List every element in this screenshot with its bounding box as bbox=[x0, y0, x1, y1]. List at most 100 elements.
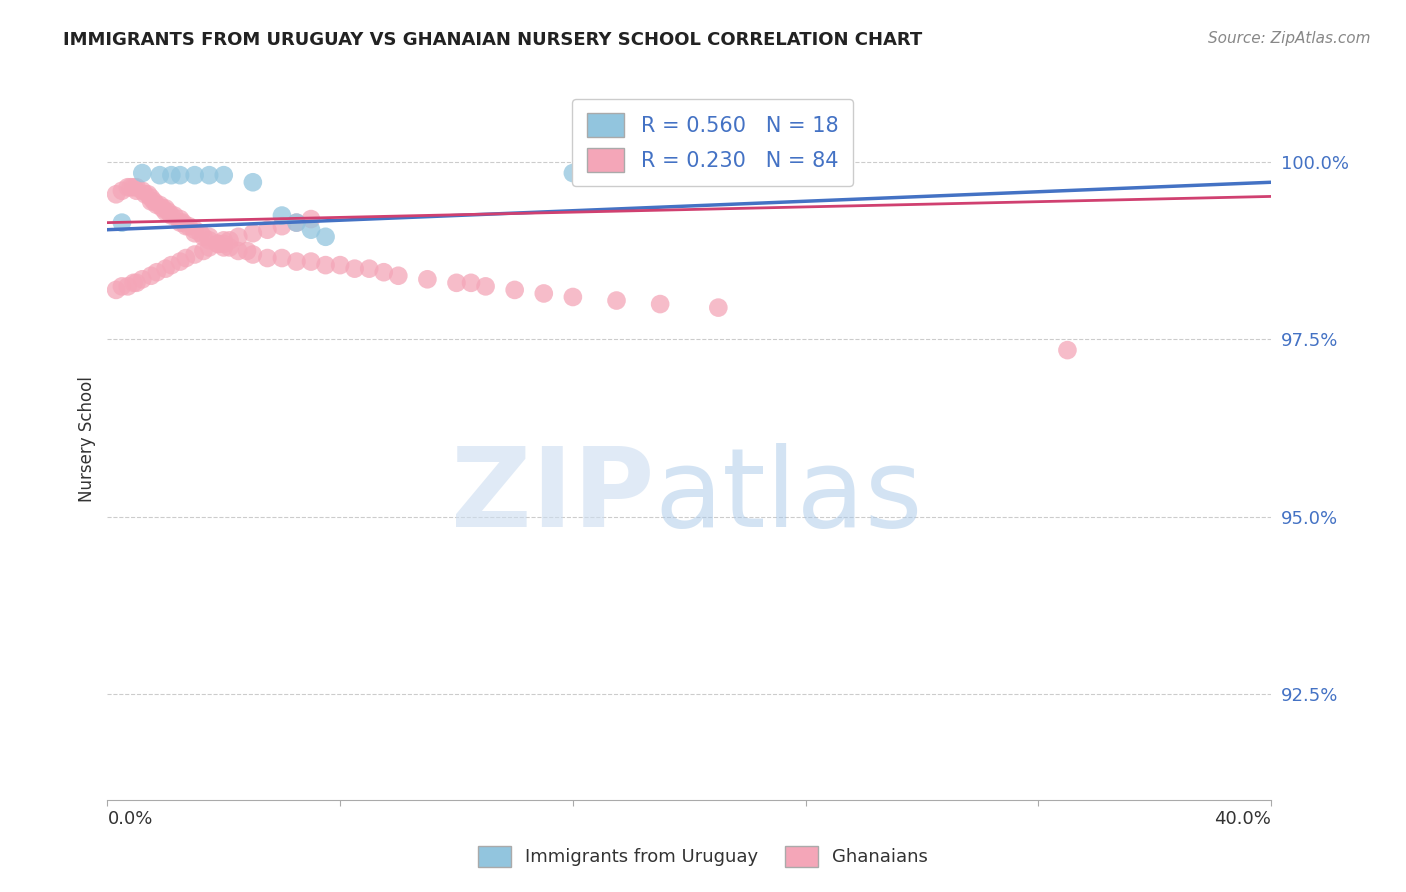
Point bbox=[218, 233, 240, 247]
Point bbox=[146, 198, 169, 212]
Point bbox=[218, 240, 240, 254]
Point bbox=[149, 168, 172, 182]
Point bbox=[650, 166, 672, 180]
Point bbox=[226, 244, 249, 258]
Text: ZIP: ZIP bbox=[451, 443, 654, 550]
Point bbox=[242, 247, 264, 261]
Point bbox=[134, 187, 156, 202]
Point bbox=[212, 233, 235, 247]
Point bbox=[193, 244, 215, 258]
Point bbox=[169, 168, 191, 182]
Y-axis label: Nursery School: Nursery School bbox=[79, 376, 96, 501]
Point bbox=[299, 254, 322, 268]
Point bbox=[122, 180, 145, 194]
Point bbox=[183, 226, 205, 240]
Legend: R = 0.560   N = 18, R = 0.230   N = 84: R = 0.560 N = 18, R = 0.230 N = 84 bbox=[572, 99, 853, 186]
Point bbox=[136, 187, 159, 202]
Point bbox=[122, 276, 145, 290]
Point bbox=[152, 202, 174, 216]
Point bbox=[226, 229, 249, 244]
Point bbox=[139, 268, 162, 283]
Point bbox=[160, 209, 183, 223]
Point bbox=[139, 194, 162, 209]
Point bbox=[149, 198, 172, 212]
Point bbox=[503, 283, 526, 297]
Point bbox=[460, 276, 482, 290]
Point bbox=[236, 244, 259, 258]
Text: 0.0%: 0.0% bbox=[107, 811, 153, 829]
Point bbox=[271, 251, 294, 265]
Point bbox=[174, 251, 197, 265]
Point bbox=[271, 209, 294, 223]
Point bbox=[198, 240, 221, 254]
Point bbox=[315, 229, 337, 244]
Point bbox=[359, 261, 381, 276]
Point bbox=[183, 168, 205, 182]
Point bbox=[271, 219, 294, 234]
Point bbox=[146, 265, 169, 279]
Point bbox=[120, 180, 142, 194]
Point bbox=[315, 258, 337, 272]
Point bbox=[169, 254, 191, 268]
Point bbox=[256, 223, 278, 237]
Point bbox=[172, 216, 194, 230]
Point bbox=[533, 286, 555, 301]
Point bbox=[299, 212, 322, 227]
Text: atlas: atlas bbox=[654, 443, 922, 550]
Point bbox=[111, 184, 134, 198]
Point bbox=[190, 226, 212, 240]
Point bbox=[198, 229, 221, 244]
Point bbox=[474, 279, 496, 293]
Point bbox=[1056, 343, 1078, 358]
Point bbox=[285, 216, 308, 230]
Point bbox=[131, 272, 153, 286]
Point bbox=[561, 166, 583, 180]
Point bbox=[105, 187, 128, 202]
Point bbox=[157, 205, 180, 219]
Point bbox=[212, 168, 235, 182]
Text: IMMIGRANTS FROM URUGUAY VS GHANAIAN NURSERY SCHOOL CORRELATION CHART: IMMIGRANTS FROM URUGUAY VS GHANAIAN NURS… bbox=[63, 31, 922, 49]
Point bbox=[605, 166, 627, 180]
Point bbox=[707, 301, 730, 315]
Point bbox=[207, 236, 229, 251]
Point bbox=[373, 265, 395, 279]
Point bbox=[285, 216, 308, 230]
Point bbox=[117, 279, 139, 293]
Point bbox=[343, 261, 366, 276]
Point bbox=[131, 184, 153, 198]
Text: Source: ZipAtlas.com: Source: ZipAtlas.com bbox=[1208, 31, 1371, 46]
Legend: Immigrants from Uruguay, Ghanaians: Immigrants from Uruguay, Ghanaians bbox=[471, 838, 935, 874]
Point bbox=[160, 168, 183, 182]
Point bbox=[139, 191, 162, 205]
Point bbox=[125, 276, 148, 290]
Point bbox=[155, 202, 177, 216]
Point bbox=[169, 216, 191, 230]
Point bbox=[155, 261, 177, 276]
Point bbox=[193, 229, 215, 244]
Point bbox=[125, 180, 148, 194]
Point bbox=[198, 168, 221, 182]
Point bbox=[111, 216, 134, 230]
Text: 40.0%: 40.0% bbox=[1215, 811, 1271, 829]
Point bbox=[212, 240, 235, 254]
Point bbox=[155, 205, 177, 219]
Point bbox=[174, 219, 197, 234]
Point bbox=[105, 283, 128, 297]
Point bbox=[207, 236, 229, 251]
Point bbox=[177, 219, 200, 234]
Point bbox=[183, 247, 205, 261]
Point bbox=[285, 254, 308, 268]
Point bbox=[111, 279, 134, 293]
Point bbox=[387, 268, 409, 283]
Point bbox=[125, 184, 148, 198]
Point bbox=[446, 276, 468, 290]
Point bbox=[299, 223, 322, 237]
Point bbox=[169, 212, 191, 227]
Point bbox=[212, 236, 235, 251]
Point bbox=[131, 166, 153, 180]
Point bbox=[183, 223, 205, 237]
Point bbox=[117, 180, 139, 194]
Point bbox=[160, 258, 183, 272]
Point bbox=[242, 226, 264, 240]
Point bbox=[329, 258, 352, 272]
